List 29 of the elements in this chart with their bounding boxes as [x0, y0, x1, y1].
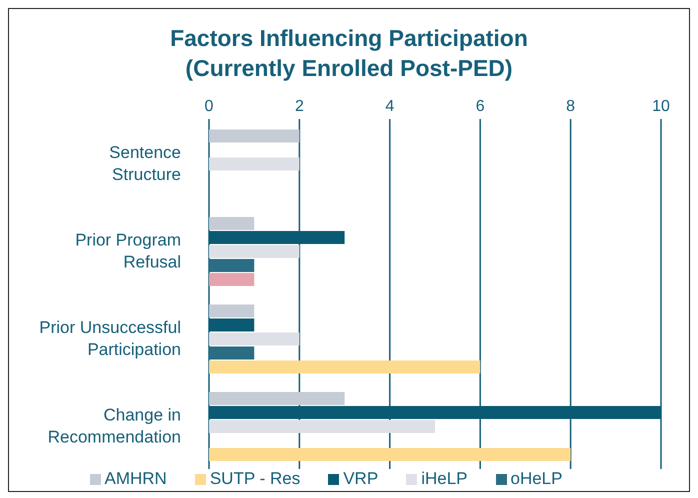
bar [209, 130, 300, 142]
bar [209, 245, 300, 258]
y-tick-label: Prior Unsuccessful Participation [39, 318, 181, 359]
bar [209, 360, 480, 374]
x-tick-label: 4 [385, 98, 394, 115]
bar [209, 332, 300, 346]
bar [209, 217, 254, 230]
y-tick-label: Change in Recommendation [48, 405, 181, 446]
y-tick-label: Sentence Structure [109, 142, 181, 184]
legend-label: iHeLP [421, 469, 468, 488]
legend-label: SUTP - Res [210, 469, 300, 488]
chart-title: Factors Influencing Participation (Currently Enrolled Post-PED) [169, 24, 529, 83]
bar [209, 158, 300, 170]
bar [209, 420, 435, 433]
bar [209, 448, 571, 461]
legend-label: AMHRN [104, 469, 167, 488]
bar [209, 304, 254, 318]
legend-label: oHeLP [510, 469, 562, 488]
bar [209, 392, 345, 405]
x-tick-label: 2 [294, 98, 304, 115]
x-tick-label: 6 [476, 98, 485, 115]
bar [209, 273, 254, 286]
x-tick-label: 0 [204, 98, 214, 115]
bar [209, 259, 254, 272]
x-tick-label: 8 [566, 98, 576, 115]
x-tick-label: 10 [652, 98, 670, 115]
bar [209, 346, 254, 360]
y-tick-label: Prior Program Refusal [75, 230, 181, 272]
legend-label: VRP [343, 469, 378, 488]
